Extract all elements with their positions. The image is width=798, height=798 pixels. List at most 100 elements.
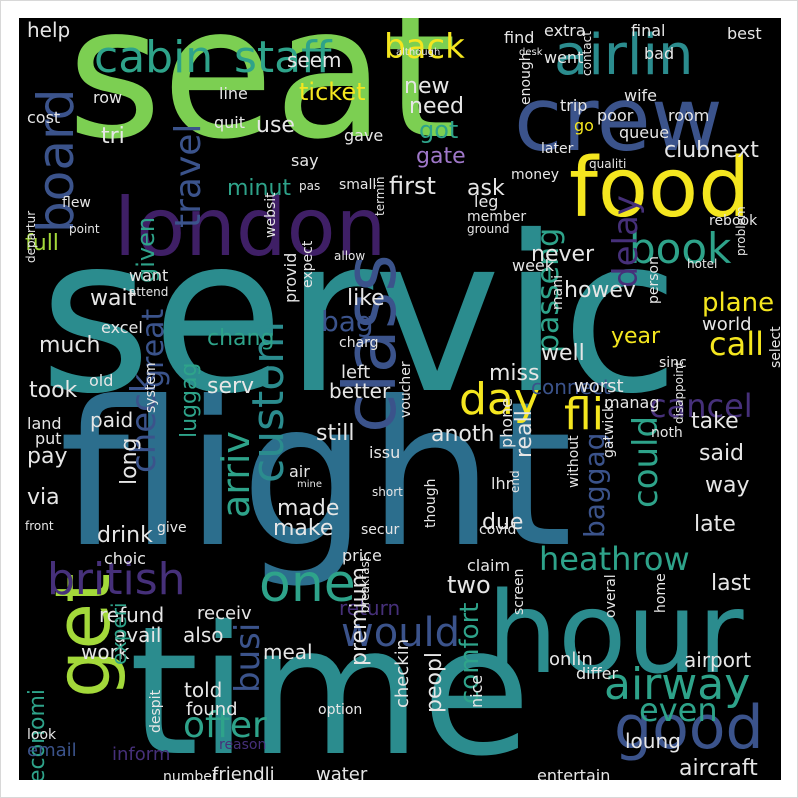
word-system: system	[143, 362, 159, 413]
word-miss: miss	[489, 361, 540, 386]
word-wait: wait	[90, 286, 137, 311]
word-well: well	[541, 341, 585, 366]
word-covid: covid	[479, 522, 517, 538]
word-price: price	[342, 546, 382, 565]
word-said: said	[699, 441, 745, 466]
word-like: like	[347, 286, 385, 311]
word-back: back	[384, 27, 465, 67]
word-charg: charg	[339, 335, 379, 351]
word-loung: loung	[625, 729, 681, 753]
word-took: took	[29, 378, 78, 403]
word-staff: staff	[234, 32, 332, 83]
word-nice: nice	[467, 674, 486, 708]
word-year: year	[611, 324, 661, 349]
word-hotel: hotel	[687, 257, 718, 271]
word-desk: desk	[519, 47, 543, 58]
word-heathrow: heathrow	[539, 540, 690, 578]
word-quit: quit	[214, 113, 246, 132]
word-go: go	[574, 116, 594, 135]
word-short: short	[372, 485, 403, 499]
word-email: email	[27, 740, 77, 761]
word-worst: worst	[574, 376, 624, 397]
word-small: small	[339, 177, 377, 193]
word-use: use	[256, 113, 295, 138]
word-line: line	[219, 84, 248, 103]
word-one: one	[259, 554, 356, 614]
word-cost: cost	[27, 108, 61, 127]
word-meal: meal	[263, 640, 313, 664]
word-need: need	[409, 94, 464, 119]
word-enough: enough	[518, 52, 534, 105]
word-pas: pas	[299, 179, 321, 193]
word-room: room	[668, 106, 710, 125]
word-put: put	[35, 429, 62, 448]
word-serv: serv	[207, 374, 255, 399]
word-gate: gate	[416, 144, 466, 169]
word-option: option	[318, 702, 363, 718]
word-land: land	[27, 414, 62, 433]
word-ticket: ticket	[299, 78, 366, 106]
word-select: select	[768, 326, 781, 368]
word-find: find	[504, 28, 535, 47]
word-would: would	[341, 610, 461, 656]
word-look: look	[27, 727, 57, 743]
word-refund: refund	[99, 603, 165, 627]
word-last: last	[711, 571, 751, 596]
word-friendli: friendli	[212, 764, 275, 781]
word-wife: wife	[624, 86, 658, 105]
word-help: help	[27, 18, 71, 42]
word-issu: issu	[369, 443, 401, 462]
word-row: row	[93, 88, 123, 107]
word-found: found	[186, 699, 238, 720]
word-luggag: luggag	[177, 362, 202, 438]
word-although: although	[396, 47, 441, 58]
word-made: made	[277, 496, 340, 521]
word-secur: secur	[361, 522, 400, 538]
word-allow: allow	[334, 249, 366, 263]
word-much: much	[39, 333, 101, 358]
word-ask: ask	[467, 176, 505, 201]
word-breakfast: breakfast	[358, 556, 372, 613]
word-week: week	[512, 256, 555, 275]
word-british: british	[47, 554, 186, 605]
word-hour: hour	[487, 569, 744, 699]
word-without: without	[566, 435, 582, 488]
word-due: due	[482, 510, 524, 535]
word-final: final	[631, 21, 666, 40]
word-home: home	[653, 573, 669, 613]
word-first: first	[389, 172, 436, 200]
word-person: person	[646, 256, 662, 304]
word-though: though	[423, 478, 439, 528]
word-minut: minut	[227, 176, 292, 201]
word-howev: howev	[564, 278, 636, 303]
word-bad: bad	[644, 44, 675, 63]
word-busi: busi	[228, 622, 268, 693]
word-mine: mine	[297, 479, 323, 490]
word-rebook: rebook	[709, 213, 758, 229]
word-aircraft: aircraft	[679, 756, 758, 780]
word-seat: seat	[67, 18, 457, 179]
word-claim: claim	[467, 556, 511, 575]
word-book: book	[629, 224, 732, 273]
word-onlin: onlin	[549, 649, 593, 670]
word-day: day	[459, 374, 540, 425]
word-way: way	[705, 473, 750, 498]
word-reason: reason	[219, 737, 267, 753]
word-paid: paid	[90, 408, 134, 432]
word-front: front	[25, 519, 54, 533]
word-seem: seem	[287, 48, 342, 72]
word-lhr: lhr	[491, 474, 513, 493]
word-phone: phone	[497, 397, 516, 448]
word-airport: airport	[684, 648, 752, 672]
word-best: best	[727, 24, 762, 43]
word-extra: extra	[544, 21, 586, 40]
word-airlin: airlin	[554, 23, 694, 88]
word-anoth: anoth	[431, 422, 495, 447]
word-flew: flew	[62, 195, 91, 211]
word-old: old	[89, 371, 114, 390]
word-avail: avail	[114, 623, 162, 647]
word-manag: manag	[604, 393, 660, 412]
word-fli: fli	[564, 389, 604, 440]
word-delay: delay	[606, 195, 646, 288]
